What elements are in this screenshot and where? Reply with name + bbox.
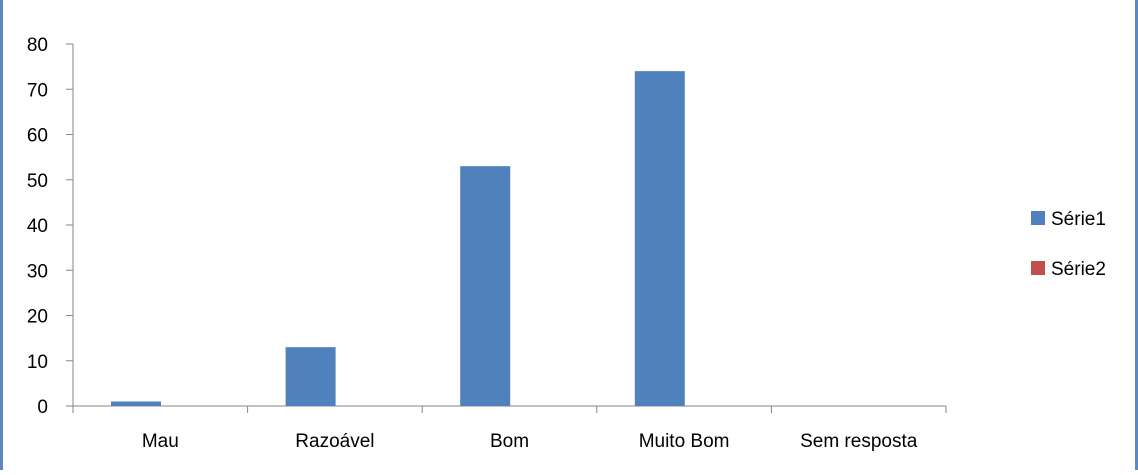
legend-label-2: Série2 — [1051, 259, 1106, 280]
legend-swatch-2 — [1031, 261, 1045, 275]
x-tick-label: Razoável — [295, 431, 374, 452]
y-tick-label: 80 — [27, 35, 48, 56]
y-tick-label: 20 — [27, 307, 48, 328]
frame-left-border — [0, 0, 3, 470]
y-tick-label: 50 — [27, 171, 48, 192]
bar-1-4 — [634, 71, 685, 407]
y-tick-label: 10 — [27, 352, 48, 373]
frame-right-border — [1135, 0, 1138, 470]
legend-label-1: Série1 — [1051, 209, 1106, 230]
x-tick-label: Sem resposta — [800, 431, 918, 452]
bars — [111, 71, 685, 407]
y-tick-label: 0 — [37, 397, 48, 418]
bar-1-3 — [460, 166, 511, 406]
x-tick-label: Bom — [490, 431, 529, 452]
x-tick-labels: Mau Razoável Bom Muito Bom Sem resposta — [142, 431, 918, 452]
bar-1-2 — [285, 347, 336, 406]
y-tick-label: 70 — [27, 80, 48, 101]
y-tick-label: 30 — [27, 261, 48, 282]
legend: Série1 Série2 — [1031, 209, 1106, 280]
y-tick-labels: 0 10 20 30 40 50 60 70 80 — [27, 35, 48, 418]
x-tick-label: Mau — [142, 431, 179, 452]
y-tick-label: 40 — [27, 216, 48, 237]
legend-swatch-1 — [1031, 211, 1045, 225]
bar-1-1 — [111, 401, 161, 406]
x-tick-label: Muito Bom — [639, 431, 730, 452]
y-tick-label: 60 — [27, 126, 48, 147]
